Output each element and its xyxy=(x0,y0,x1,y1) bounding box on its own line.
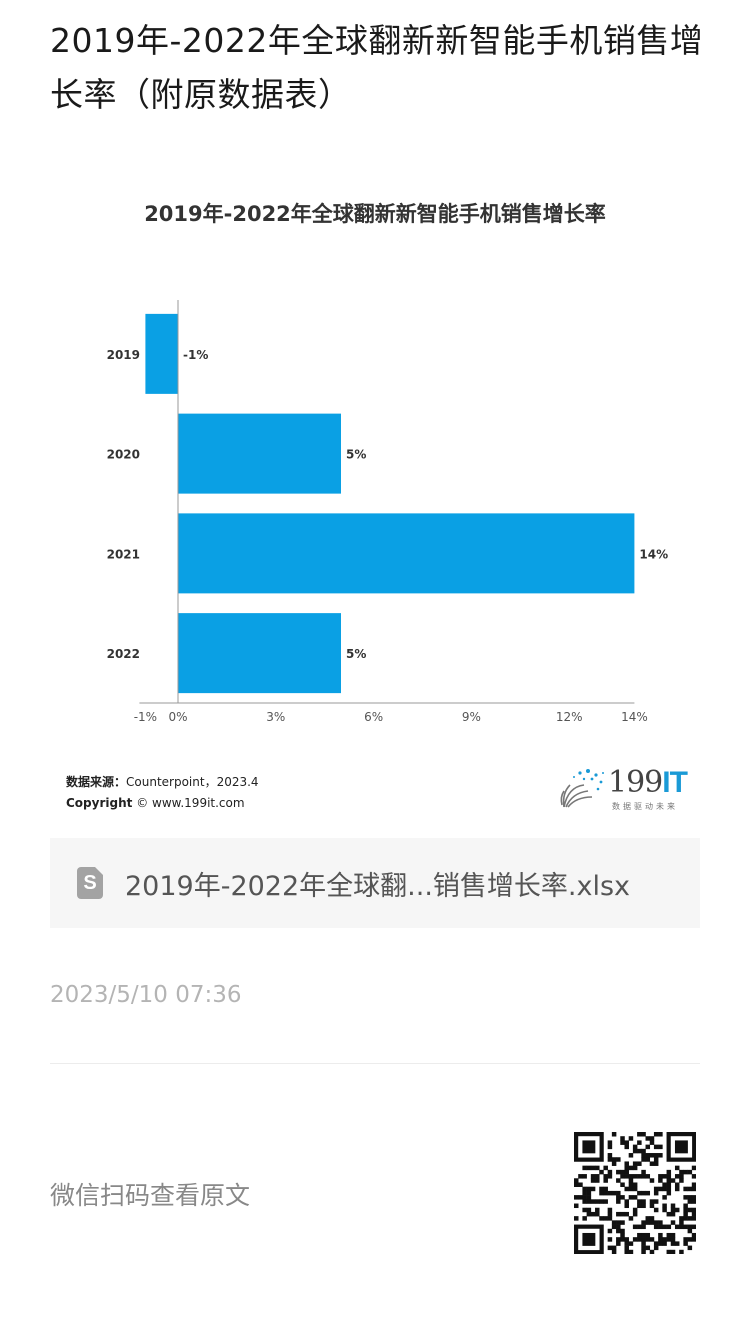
category-label-2021: 2021 xyxy=(107,547,140,561)
x-tick-label: 12% xyxy=(556,710,583,724)
divider xyxy=(50,1063,700,1064)
spreadsheet-file-icon: S xyxy=(77,867,103,899)
x-tick-label: 14% xyxy=(621,710,648,724)
copyright-line: Copyright © www.199it.com xyxy=(66,793,259,814)
category-label-2022: 2022 xyxy=(107,647,140,661)
value-label-2021: 14% xyxy=(639,547,668,561)
value-label-2022: 5% xyxy=(346,647,366,661)
bar-2021 xyxy=(178,513,635,594)
bar-chart: 2019 -1% 2020 5% 2021 14% 2022 5% -1% 0% 3% 6% 9% 12%… xyxy=(107,300,668,724)
category-label-2019: 2019 xyxy=(107,348,140,362)
qr-code-icon[interactable] xyxy=(574,1132,696,1254)
x-tick-label: -1% xyxy=(134,710,157,724)
source-block: 数据来源：Counterpoint，2023.4 Copyright © www… xyxy=(66,772,259,814)
attachment-file-name: 2019年-2022年全球翻...销售增长率.xlsx xyxy=(125,870,631,902)
post-date: 2023/5/10 07:36 xyxy=(50,982,242,1008)
attachment-card[interactable]: S 2019年-2022年全球翻...销售增长率.xlsx xyxy=(50,838,700,928)
source-text: Counterpoint，2023.4 xyxy=(126,775,259,789)
x-tick-label: 0% xyxy=(168,710,187,724)
source-label: 数据来源： xyxy=(66,775,127,789)
bar-2019 xyxy=(145,313,178,394)
x-tick-label: 9% xyxy=(462,710,481,724)
category-label-2020: 2020 xyxy=(107,448,140,462)
bar-2020 xyxy=(178,413,341,494)
x-tick-label: 6% xyxy=(364,710,383,724)
source-line: 数据来源：Counterpoint，2023.4 xyxy=(66,772,259,793)
bar-2022 xyxy=(178,613,341,694)
brand-logo: 199IT 数据驱动未来 xyxy=(558,765,698,815)
chart-title: 2019年-2022年全球翻新新智能手机销售增长率 xyxy=(144,202,606,226)
article-title: 2019年-2022年全球翻新新智能手机销售增长率（附原数据表） xyxy=(50,21,704,114)
dandelion-logo-icon xyxy=(560,769,604,808)
value-label-2019: -1% xyxy=(183,348,208,362)
copyright-text: © www.199it.com xyxy=(136,796,245,810)
brand-wordmark: 199IT xyxy=(608,765,688,800)
qr-scan-label: 微信扫码查看原文 xyxy=(50,1181,251,1210)
brand-tagline: 数据驱动未来 xyxy=(612,802,678,811)
copyright-label: Copyright xyxy=(66,796,133,810)
value-label-2020: 5% xyxy=(346,448,366,462)
chart-figure: 2019 -1% 2020 5% 2021 14% 2022 5% -1% 0% 3% 6% 9% 12%… xyxy=(50,180,700,820)
x-tick-label: 3% xyxy=(266,710,285,724)
